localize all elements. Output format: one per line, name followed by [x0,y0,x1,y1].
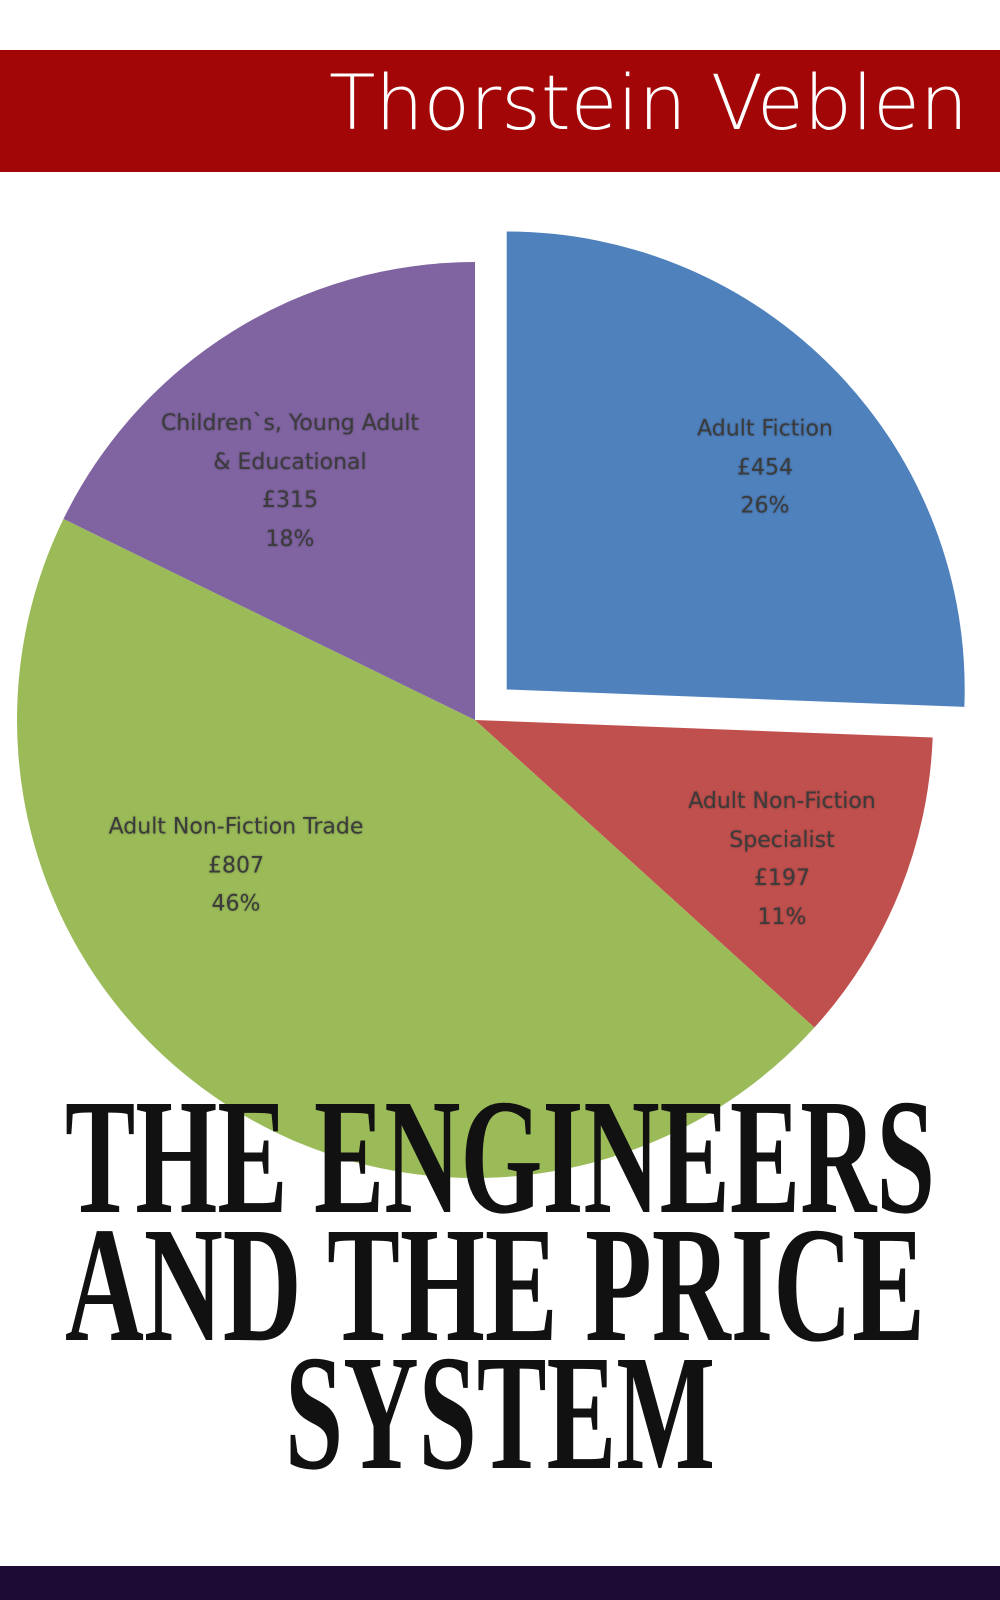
slice-label: Adult Non-Fiction Specialist £197 11% [642,783,922,937]
value-label: £807 [208,852,264,878]
pie-slice [506,231,965,707]
slice-label: Adult Non-Fiction Trade £807 46% [96,808,376,924]
percentage-label: 18% [265,526,315,552]
percentage-label: 26% [740,493,790,519]
author: Thorstein Veblen [328,58,968,147]
book-title-line: AND THE PRICE [65,1193,925,1376]
pie-slice [475,720,933,1028]
value-label: £315 [262,488,318,513]
book-title-line: SYSTEM [285,1321,715,1504]
book-title-line: THE ENGINEERS [65,1065,935,1248]
percentage-label: 11% [757,904,807,930]
pie-slice [17,518,815,1178]
header-band [0,50,1000,172]
value-label: £454 [737,454,793,480]
value-label: £197 [754,866,810,891]
slice-label: Children`s, Young Adult & Educational £31… [150,405,430,559]
category-label: Adult Fiction [697,416,833,442]
slice-label: Adult Fiction £454 26% [625,410,905,526]
pie-slice [63,262,476,720]
category-label: Children`s, Young Adult & Educational [160,411,420,475]
category-label: Adult Non-Fiction Trade [108,814,364,840]
footer-band [0,1566,1000,1600]
category-label: Adult Non-Fiction Specialist [688,789,876,853]
percentage-label: 46% [211,891,261,917]
